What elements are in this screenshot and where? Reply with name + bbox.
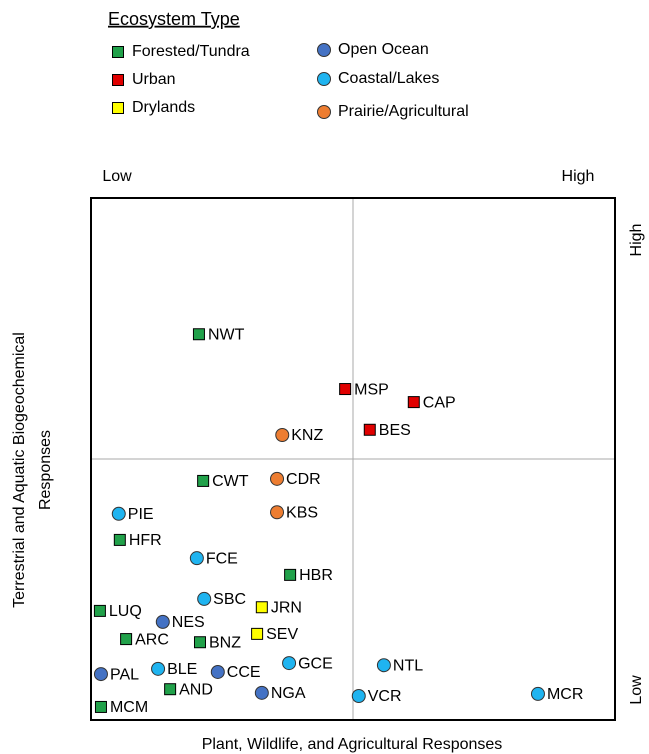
point bbox=[275, 427, 290, 442]
point-label: FCE bbox=[206, 550, 238, 567]
point bbox=[363, 423, 376, 436]
point-label: PAL bbox=[110, 666, 139, 683]
point bbox=[197, 474, 210, 487]
point bbox=[339, 383, 352, 396]
point bbox=[282, 656, 297, 671]
point-label: NTL bbox=[393, 657, 423, 674]
point bbox=[93, 604, 106, 617]
point bbox=[94, 700, 107, 713]
point-label: CWT bbox=[212, 473, 249, 490]
point-label: CDR bbox=[286, 471, 321, 488]
point-label: MSP bbox=[354, 381, 389, 398]
point-label: CAP bbox=[423, 394, 456, 411]
point-label: PIE bbox=[128, 506, 154, 523]
point bbox=[270, 505, 285, 520]
point-label: BNZ bbox=[209, 634, 241, 651]
point-label: KNZ bbox=[291, 427, 323, 444]
point-label: HBR bbox=[299, 567, 333, 584]
plot-frame bbox=[90, 197, 616, 721]
legend-label: Drylands bbox=[132, 99, 195, 116]
point-label: MCM bbox=[110, 699, 148, 716]
point bbox=[376, 658, 391, 673]
point-label: BLE bbox=[167, 661, 197, 678]
point bbox=[111, 506, 126, 521]
point bbox=[530, 686, 545, 701]
point bbox=[193, 636, 206, 649]
point bbox=[197, 591, 212, 606]
x-axis-label: Plant, Wildlife, and Agricultural Respon… bbox=[202, 736, 503, 753]
legend-label: Forested/Tundra bbox=[132, 43, 250, 60]
legend-label: Coastal/Lakes bbox=[338, 70, 439, 87]
point-label: SEV bbox=[266, 626, 298, 643]
point bbox=[284, 568, 297, 581]
point bbox=[351, 688, 366, 703]
point-label: CCE bbox=[227, 664, 261, 681]
point-label: MCR bbox=[547, 686, 583, 703]
point-label: NGA bbox=[271, 685, 306, 702]
point-label: SBC bbox=[213, 591, 246, 608]
legend-marker bbox=[317, 43, 331, 57]
point-label: KBS bbox=[286, 504, 318, 521]
point-label: BES bbox=[379, 422, 411, 439]
y-low-label: Low bbox=[628, 675, 645, 705]
point-label: ARC bbox=[135, 631, 169, 648]
y-axis-label: Responses bbox=[37, 430, 54, 510]
point-label: LUQ bbox=[109, 603, 142, 620]
point bbox=[189, 551, 204, 566]
legend-label: Open Ocean bbox=[338, 41, 429, 58]
y-high-label: High bbox=[628, 224, 645, 257]
point-label: VCR bbox=[368, 688, 402, 705]
point-label: AND bbox=[179, 681, 213, 698]
legend-label: Urban bbox=[132, 71, 176, 88]
point bbox=[155, 614, 170, 629]
legend-marker bbox=[317, 72, 331, 86]
point bbox=[251, 627, 264, 640]
point bbox=[407, 396, 420, 409]
point bbox=[93, 667, 108, 682]
legend-marker bbox=[112, 102, 124, 114]
point bbox=[151, 661, 166, 676]
point-label: GCE bbox=[298, 655, 333, 672]
point bbox=[113, 533, 126, 546]
point bbox=[120, 633, 133, 646]
point bbox=[192, 328, 205, 341]
point-label: NES bbox=[172, 614, 205, 631]
legend-label: Prairie/Agricultural bbox=[338, 103, 469, 120]
legend-marker bbox=[317, 105, 331, 119]
x-high-label: High bbox=[562, 168, 595, 185]
legend-marker bbox=[112, 74, 124, 86]
x-low-label: Low bbox=[102, 168, 132, 185]
point bbox=[254, 685, 269, 700]
point-label: JRN bbox=[271, 599, 302, 616]
y-axis-label: Terrestrial and Aquatic Biogeochemical bbox=[11, 332, 28, 608]
point-label: HFR bbox=[129, 532, 162, 549]
point-label: NWT bbox=[208, 326, 245, 343]
legend-title: Ecosystem Type bbox=[108, 9, 240, 29]
point bbox=[210, 664, 225, 679]
point bbox=[270, 471, 285, 486]
point bbox=[255, 601, 268, 614]
legend-marker bbox=[112, 46, 124, 58]
point bbox=[164, 683, 177, 696]
